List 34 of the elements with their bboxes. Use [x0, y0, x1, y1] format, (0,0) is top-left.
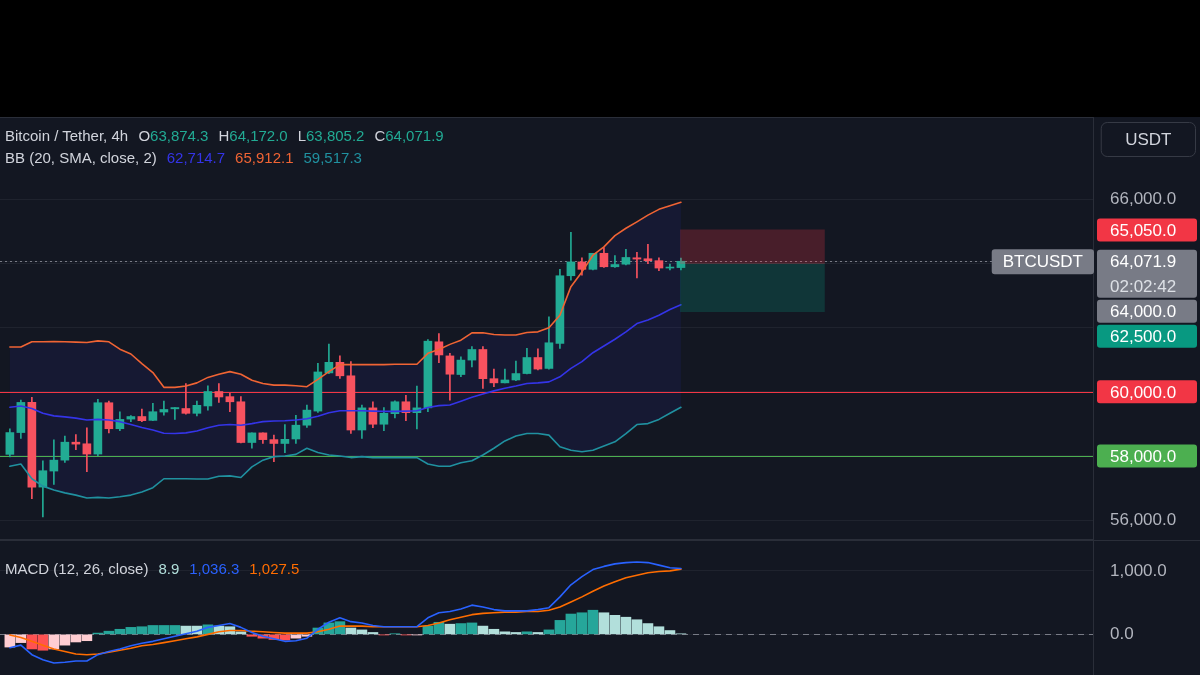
- y-tick-label: 60,000.0: [1110, 382, 1177, 402]
- text: 65,912.1: [235, 149, 294, 167]
- y-tick-label: 66,000.0: [1110, 189, 1177, 209]
- legend-title: BB (20, SMA, close, 2): [5, 149, 157, 167]
- text: 1,036.3: [189, 560, 240, 578]
- text: 59,517.3: [303, 149, 362, 167]
- annotation: BTCUSDT: [1002, 251, 1083, 271]
- y-tick-label: 1,000.0: [1110, 560, 1167, 580]
- candlestick: [643, 243, 653, 264]
- candlestick: [82, 427, 92, 473]
- legend-title: MACD (12, 26, close): [5, 560, 149, 578]
- y-tick-label: 56,000.0: [1110, 509, 1177, 529]
- candlestick: [181, 383, 191, 415]
- text: 62,500.0: [1110, 326, 1177, 346]
- y-tick-label: 58,000.0: [1110, 446, 1177, 466]
- bar: [532, 632, 544, 635]
- candlestick: [280, 424, 290, 454]
- y-axis-title: USDT: [1125, 129, 1172, 149]
- text: 1,027.5: [249, 560, 300, 578]
- candlestick: [610, 255, 620, 268]
- text: 02:02:42: [1110, 276, 1177, 296]
- text: 62,714.7: [166, 149, 226, 167]
- text: 8.9: [158, 560, 180, 578]
- bar: [521, 631, 533, 635]
- candlestick: [632, 252, 642, 279]
- bar: [444, 623, 456, 635]
- y-tick-label: 64,071.9: [1110, 251, 1177, 271]
- y-tick-label: 0.0: [1110, 624, 1134, 644]
- text: 65,050.0: [1110, 220, 1177, 240]
- candlestick: [269, 434, 279, 463]
- text: Bitcoin / Tether, 4h: [5, 127, 129, 145]
- text: 64,000.0: [1110, 301, 1177, 321]
- text: O63,874.3 H64,172.0 L63,805.2 C64,071.9: [138, 127, 444, 145]
- candlestick: [170, 407, 180, 420]
